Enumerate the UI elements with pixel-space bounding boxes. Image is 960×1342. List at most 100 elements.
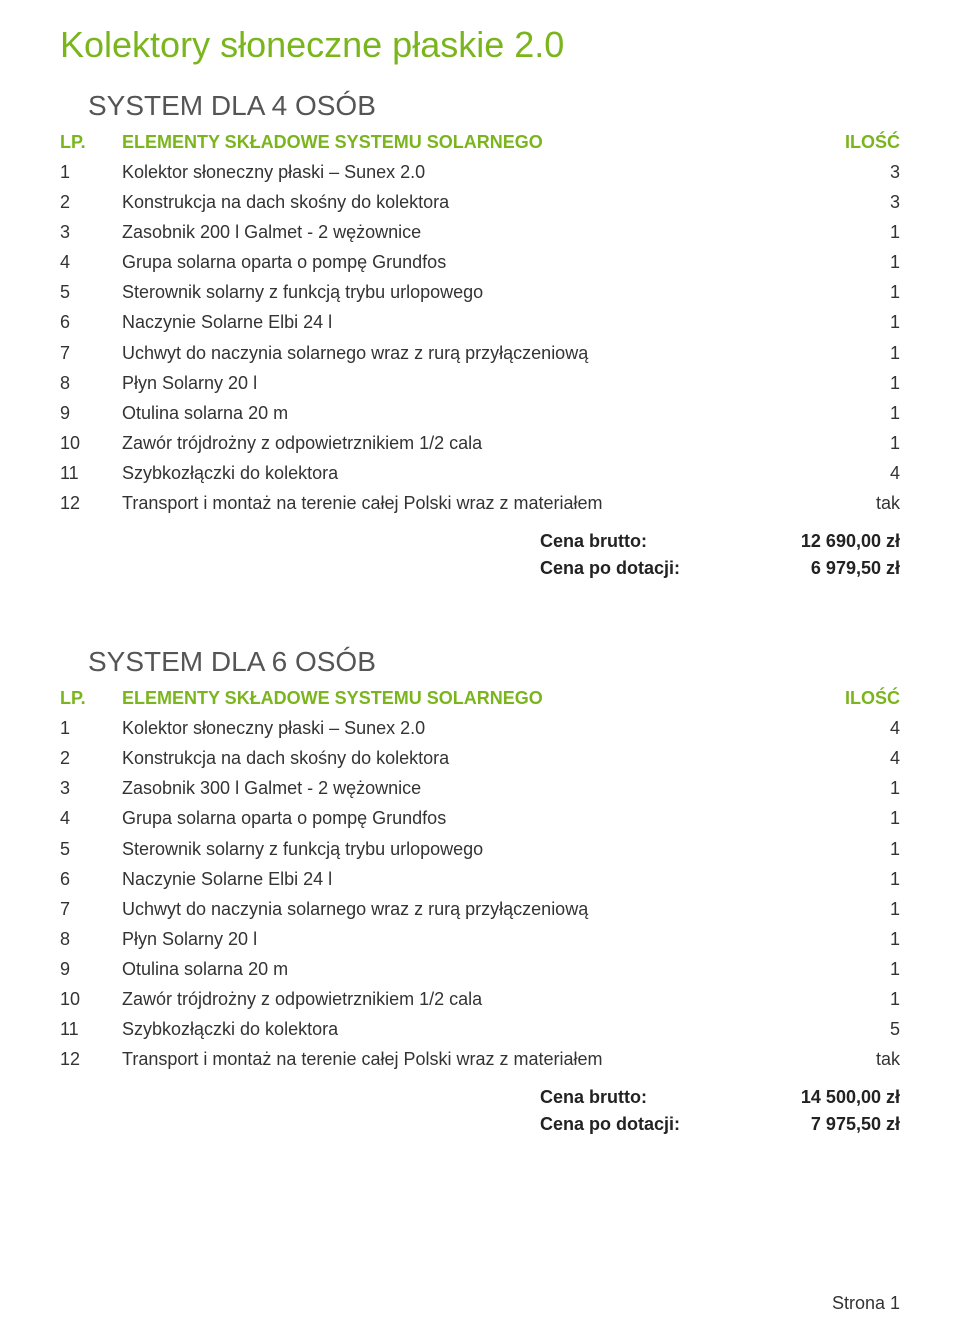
cell-name: Naczynie Solarne Elbi 24 l	[122, 866, 770, 892]
table-row: 6Naczynie Solarne Elbi 24 l1	[60, 307, 900, 337]
table-row: 8Płyn Solarny 20 l1	[60, 924, 900, 954]
table-row: 4Grupa solarna oparta o pompę Grundfos1	[60, 803, 900, 833]
cell-lp: 10	[60, 430, 122, 456]
cell-lp: 9	[60, 956, 122, 982]
cell-name: Zasobnik 200 l Galmet - 2 wężownice	[122, 219, 770, 245]
table-body: 1Kolektor słoneczny płaski – Sunex 2.042…	[60, 713, 900, 1074]
cell-lp: 12	[60, 1046, 122, 1072]
price-block: Cena brutto:14 500,00 złCena po dotacji:…	[60, 1084, 900, 1138]
table-header-qty: ILOŚĆ	[770, 132, 900, 153]
cell-name: Uchwyt do naczynia solarnego wraz z rurą…	[122, 896, 770, 922]
table-header: LP.ELEMENTY SKŁADOWE SYSTEMU SOLARNEGOIL…	[60, 684, 900, 713]
cell-name: Grupa solarna oparta o pompę Grundfos	[122, 805, 770, 831]
cell-qty: 1	[770, 836, 900, 862]
cell-lp: 10	[60, 986, 122, 1012]
cell-lp: 1	[60, 159, 122, 185]
table-header-qty: ILOŚĆ	[770, 688, 900, 709]
cell-lp: 8	[60, 370, 122, 396]
cell-qty: 4	[770, 715, 900, 741]
table-row: 4Grupa solarna oparta o pompę Grundfos1	[60, 247, 900, 277]
table-row: 8Płyn Solarny 20 l1	[60, 368, 900, 398]
cell-name: Otulina solarna 20 m	[122, 400, 770, 426]
table-row: 7Uchwyt do naczynia solarnego wraz z rur…	[60, 338, 900, 368]
cell-name: Sterownik solarny z funkcją trybu urlopo…	[122, 836, 770, 862]
cell-lp: 5	[60, 836, 122, 862]
cell-qty: 3	[770, 189, 900, 215]
price-row: Cena brutto:14 500,00 zł	[60, 1084, 900, 1111]
cell-qty: tak	[770, 1046, 900, 1072]
price-value: 14 500,00 zł	[720, 1084, 900, 1111]
table-row: 9Otulina solarna 20 m1	[60, 398, 900, 428]
cell-qty: 1	[770, 249, 900, 275]
table-row: 1Kolektor słoneczny płaski – Sunex 2.04	[60, 713, 900, 743]
table-row: 7Uchwyt do naczynia solarnego wraz z rur…	[60, 894, 900, 924]
price-label: Cena po dotacji:	[60, 1111, 720, 1138]
cell-qty: 1	[770, 896, 900, 922]
price-row: Cena po dotacji:7 975,50 zł	[60, 1111, 900, 1138]
cell-name: Transport i montaż na terenie całej Pols…	[122, 1046, 770, 1072]
cell-name: Konstrukcja na dach skośny do kolektora	[122, 745, 770, 771]
cell-qty: 3	[770, 159, 900, 185]
cell-lp: 2	[60, 745, 122, 771]
cell-lp: 11	[60, 1016, 122, 1042]
table-row: 10Zawór trójdrożny z odpowietrznikiem 1/…	[60, 428, 900, 458]
price-value: 7 975,50 zł	[720, 1111, 900, 1138]
cell-lp: 9	[60, 400, 122, 426]
cell-name: Otulina solarna 20 m	[122, 956, 770, 982]
price-row: Cena brutto:12 690,00 zł	[60, 528, 900, 555]
cell-name: Sterownik solarny z funkcją trybu urlopo…	[122, 279, 770, 305]
table-header-name: ELEMENTY SKŁADOWE SYSTEMU SOLARNEGO	[122, 688, 770, 709]
cell-lp: 5	[60, 279, 122, 305]
table-header: LP.ELEMENTY SKŁADOWE SYSTEMU SOLARNEGOIL…	[60, 128, 900, 157]
table-row: 2Konstrukcja na dach skośny do kolektora…	[60, 743, 900, 773]
table-row: 2Konstrukcja na dach skośny do kolektora…	[60, 187, 900, 217]
system-section: SYSTEM DLA 6 OSÓBLP.ELEMENTY SKŁADOWE SY…	[60, 646, 900, 1138]
cell-qty: 1	[770, 775, 900, 801]
page-footer: Strona 1	[832, 1293, 900, 1314]
table-row: 1Kolektor słoneczny płaski – Sunex 2.03	[60, 157, 900, 187]
cell-lp: 11	[60, 460, 122, 486]
price-row: Cena po dotacji:6 979,50 zł	[60, 555, 900, 582]
table-header-lp: LP.	[60, 688, 122, 709]
cell-lp: 3	[60, 219, 122, 245]
sections-container: SYSTEM DLA 4 OSÓB LP.ELEMENTY SKŁADOWE SY…	[60, 90, 900, 1138]
cell-qty: 1	[770, 309, 900, 335]
cell-qty: 1	[770, 219, 900, 245]
cell-name: Uchwyt do naczynia solarnego wraz z rurą…	[122, 340, 770, 366]
section-title: SYSTEM DLA 4 OSÓB	[88, 90, 900, 122]
table-row: 12Transport i montaż na terenie całej Po…	[60, 488, 900, 518]
cell-lp: 7	[60, 896, 122, 922]
table-row: 11Szybkozłączki do kolektora4	[60, 458, 900, 488]
cell-qty: 1	[770, 986, 900, 1012]
cell-name: Naczynie Solarne Elbi 24 l	[122, 309, 770, 335]
cell-qty: 1	[770, 400, 900, 426]
table-row: 10Zawór trójdrożny z odpowietrznikiem 1/…	[60, 984, 900, 1014]
price-block: Cena brutto:12 690,00 złCena po dotacji:…	[60, 528, 900, 582]
cell-lp: 2	[60, 189, 122, 215]
cell-lp: 4	[60, 805, 122, 831]
cell-qty: 1	[770, 370, 900, 396]
components-table: LP.ELEMENTY SKŁADOWE SYSTEMU SOLARNEGOIL…	[60, 128, 900, 518]
components-table: LP.ELEMENTY SKŁADOWE SYSTEMU SOLARNEGOIL…	[60, 684, 900, 1074]
cell-name: Płyn Solarny 20 l	[122, 926, 770, 952]
table-row: 5Sterownik solarny z funkcją trybu urlop…	[60, 277, 900, 307]
cell-qty: tak	[770, 490, 900, 516]
table-row: 5Sterownik solarny z funkcją trybu urlop…	[60, 834, 900, 864]
table-row: 6Naczynie Solarne Elbi 24 l1	[60, 864, 900, 894]
cell-name: Szybkozłączki do kolektora	[122, 460, 770, 486]
cell-lp: 6	[60, 309, 122, 335]
cell-qty: 1	[770, 926, 900, 952]
cell-name: Zasobnik 300 l Galmet - 2 wężownice	[122, 775, 770, 801]
cell-qty: 1	[770, 279, 900, 305]
cell-name: Transport i montaż na terenie całej Pols…	[122, 490, 770, 516]
price-value: 6 979,50 zł	[720, 555, 900, 582]
cell-lp: 7	[60, 340, 122, 366]
cell-lp: 12	[60, 490, 122, 516]
price-label: Cena brutto:	[60, 1084, 720, 1111]
table-body: 1Kolektor słoneczny płaski – Sunex 2.032…	[60, 157, 900, 518]
system-section: SYSTEM DLA 4 OSÓB LP.ELEMENTY SKŁADOWE SY…	[60, 90, 900, 582]
cell-qty: 5	[770, 1016, 900, 1042]
cell-lp: 6	[60, 866, 122, 892]
price-label: Cena po dotacji:	[60, 555, 720, 582]
cell-lp: 1	[60, 715, 122, 741]
